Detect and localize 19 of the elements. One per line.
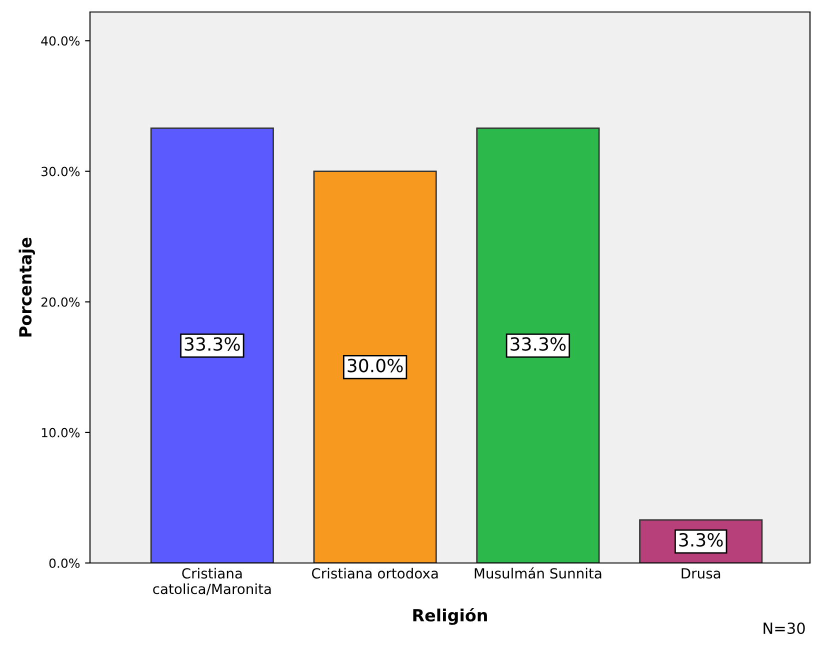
data-label: 30.0% [348, 358, 403, 372]
x-axis-title: Religión [413, 608, 487, 625]
text: N=30 [764, 622, 805, 634]
y-tick-label: 0.0% [49, 558, 80, 568]
bar [150, 128, 274, 563]
y-axis-title: Porcentaje [18, 238, 36, 337]
data-label: 33.3% [184, 337, 240, 351]
data-label: 33.3% [510, 337, 566, 351]
data-label: 3.3% [679, 533, 723, 547]
x-tick-label: Musulmán Sunnita [474, 567, 602, 579]
y-tick-label: 30.0% [42, 166, 80, 176]
y-tick-label: 40.0% [41, 36, 80, 46]
x-tick-label: Drusa [682, 568, 720, 579]
x-tick-label: Cristiana ortodoxa [312, 568, 438, 579]
y-tick-label: 20.0% [41, 297, 80, 307]
bar [313, 170, 437, 563]
x-tick-label: Cristiana catolica/Maronita [153, 568, 271, 596]
bar [476, 128, 600, 563]
y-tick-label: 10.0% [42, 428, 80, 438]
